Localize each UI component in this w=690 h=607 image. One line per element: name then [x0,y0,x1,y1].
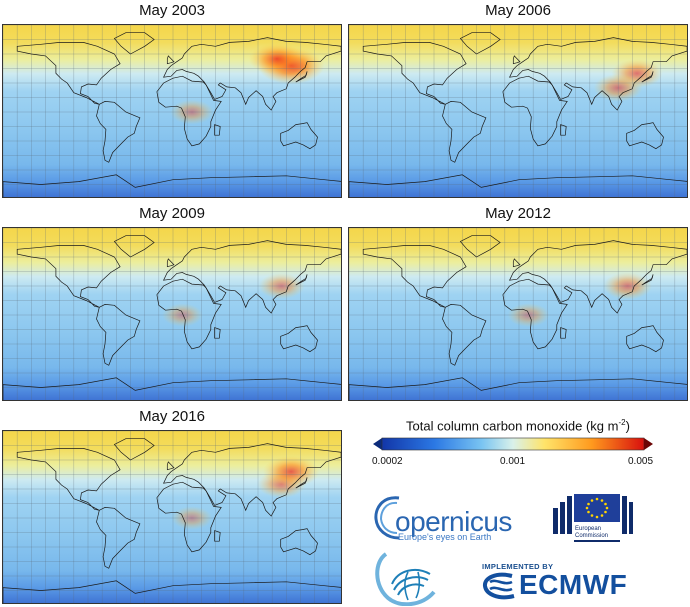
colorbar-tick-mid: 0.001 [500,456,526,467]
co-hotspot [262,455,320,488]
colorbar-low-extend [373,438,382,450]
colorbar-high-extend [644,438,653,450]
coastline [96,101,141,163]
coastline [280,325,318,353]
coastline [113,32,155,55]
map-canvas [3,25,341,197]
coastline [349,377,687,400]
coastline [16,42,121,105]
coastline [3,580,341,603]
coastline [163,443,341,517]
coastline [156,278,222,350]
coastline [96,304,141,366]
panel-title: May 2016 [139,408,205,425]
coastline [156,481,222,553]
co-map-2012 [348,227,688,401]
coastline [362,245,467,308]
european-commission-logo [553,494,633,542]
colorbar-title: Total column carbon monoxide (kg m-2) [358,418,678,433]
eu-line-2: Commission [575,533,609,539]
coastline [166,55,175,65]
coastline [280,122,318,150]
coastline [349,174,687,197]
eu-line-1: European [575,526,602,532]
coastline [166,258,175,268]
map-panel-2016: May 2016 [2,408,342,604]
coastline [512,55,521,65]
panel-title: May 2003 [139,2,205,19]
coastline [459,32,501,55]
copernicus-wordmark: opernicus [395,506,512,537]
co-map-2006 [348,24,688,198]
colorbar-gradient [381,437,645,451]
coastline [442,101,487,163]
co-map-2003 [2,24,342,198]
coastline [512,258,521,268]
map-panel-2009: May 2009 [2,205,342,401]
coastline [113,235,155,258]
coastline [280,528,318,556]
co-hotspot [248,43,306,75]
atmosphere-globe-logo [375,552,436,606]
coastline [214,327,221,339]
implemented-by-label: IMPLEMENTED BY [482,562,554,571]
coastline [295,274,308,286]
ecmwf-wordmark: ECMWF [519,569,628,600]
coastline [509,240,687,314]
co-map-2009 [2,227,342,401]
coastline [113,438,155,461]
ecmwf-symbol [483,572,515,600]
panel-title: May 2006 [485,2,551,19]
coastline [641,274,654,286]
coastline [626,325,664,353]
map-canvas [3,228,341,400]
coastline [295,71,308,83]
coastline [3,174,341,197]
copernicus-tagline: Europe's eyes on Earth [398,532,492,542]
coastline [163,37,341,111]
coastline [3,377,341,400]
coastline [295,477,308,489]
coastline [214,530,221,542]
colorbar-title-exponent: -2 [618,418,626,427]
colorbar-title-close: ) [625,418,630,434]
coastline [560,124,567,136]
coastline [502,75,568,147]
map-panel-2012: May 2012 [348,205,688,401]
map-canvas [349,25,687,197]
coastline [166,461,175,471]
coastline [156,75,222,147]
coastline [214,124,221,136]
coastline [502,278,568,350]
panel-title: May 2012 [485,205,551,222]
coastline [641,71,654,83]
colorbar-title-text: Total column carbon monoxide (kg m [406,418,619,434]
map-canvas [3,431,341,603]
coastline [16,448,121,511]
coastline [442,304,487,366]
coastline [626,122,664,150]
coastline [163,240,341,314]
colorbar [373,437,653,451]
colorbar-tick-low: 0.0002 [372,456,403,467]
coastline [560,327,567,339]
coastline [16,245,121,308]
map-canvas [349,228,687,400]
coastline [509,37,687,111]
map-panel-2003: May 2003 [2,2,342,198]
co-field [349,25,687,197]
panel-title: May 2009 [139,205,205,222]
co-map-2016 [2,430,342,604]
coastline [362,42,467,105]
coastline [96,507,141,569]
map-panel-2006: May 2006 [348,2,688,198]
colorbar-tick-high: 0.005 [628,456,654,467]
copernicus-c-logo [374,496,400,540]
coastline [459,235,501,258]
european-commission-label: European Commission [575,526,608,540]
